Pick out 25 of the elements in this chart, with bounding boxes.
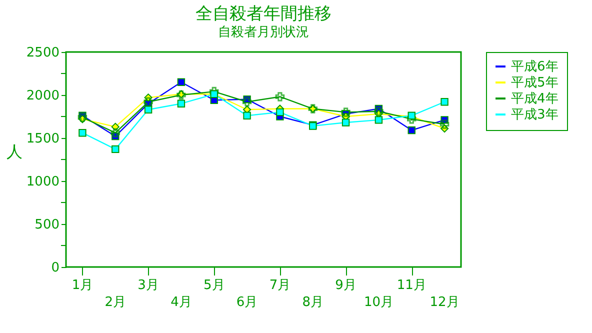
y-tick-label: 1500	[26, 132, 60, 146]
x-tick-label: 9月	[335, 278, 356, 293]
x-tick-label: 1月	[72, 278, 94, 293]
x-tick-label: 12月	[430, 295, 460, 310]
y-tick-label: 500	[34, 218, 60, 232]
x-tick-label: 7月	[269, 278, 291, 293]
legend-label: 平成6年	[511, 60, 558, 74]
legend-label: 平成3年	[511, 108, 558, 122]
x-tick-label: 10月	[364, 295, 394, 310]
x-tick-label: 6月	[236, 295, 258, 310]
chart-subtitle: 自殺者月別状況	[218, 25, 309, 40]
x-tick-label: 5月	[203, 278, 225, 293]
y-tick-label: 1000	[26, 174, 60, 190]
x-tick-label: 2月	[104, 295, 126, 310]
legend-label: 平成5年	[511, 76, 558, 90]
chart-title: 全自殺者年間推移	[196, 4, 332, 24]
x-tick-label: 4月	[170, 295, 192, 310]
y-tick-label: 0	[51, 260, 60, 276]
x-tick-label: 8月	[302, 295, 324, 310]
y-axis-title: 人	[6, 142, 22, 161]
y-tick-label: 2000	[26, 88, 60, 104]
legend-label: 平成4年	[511, 92, 558, 106]
x-tick-label: 11月	[396, 278, 426, 293]
x-tick-label: 3月	[138, 278, 159, 293]
y-tick-label: 2500	[26, 46, 60, 60]
